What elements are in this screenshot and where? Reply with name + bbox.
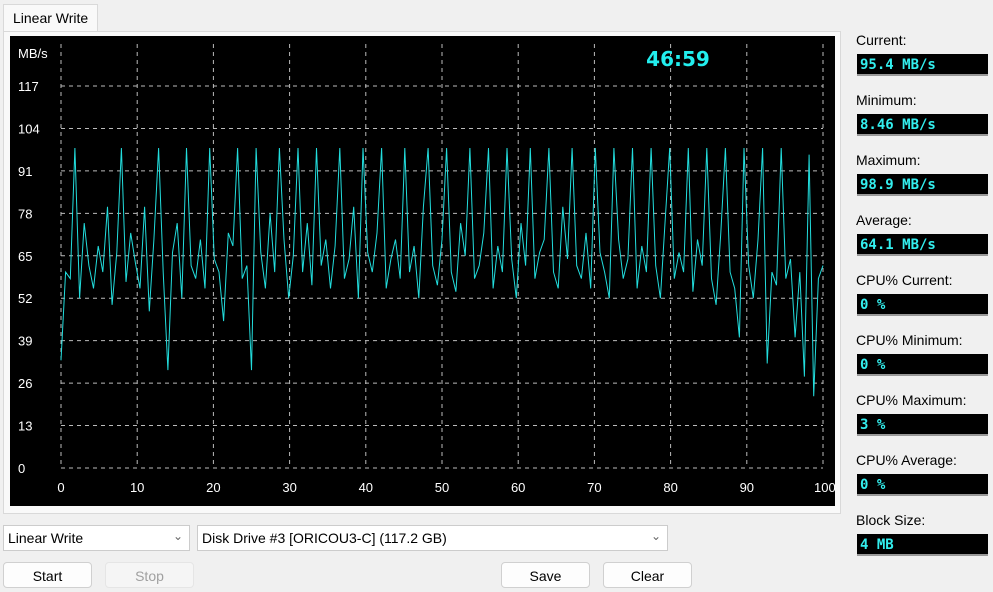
stat-label: Minimum: — [856, 92, 917, 108]
stat-label: Maximum: — [856, 152, 921, 168]
tab-linear-write[interactable]: Linear Write — [3, 4, 98, 32]
stat-value: 64.1 MB/s — [857, 234, 988, 256]
y-tick-label: 104 — [18, 121, 40, 136]
chart-svg: 0 10 20 30 40 50 60 70 80 90 100 % 0 13 26 39 52 65 78 91 1… — [18, 44, 835, 495]
stat-value: 4 MB — [857, 534, 988, 556]
test-mode-select[interactable]: Linear Write ⌄ — [3, 525, 190, 551]
stat-value: 98.9 MB/s — [857, 174, 988, 196]
x-tick-label: 10 — [130, 480, 144, 495]
x-tick-label: 50 — [435, 480, 449, 495]
speed-chart: 0 10 20 30 40 50 60 70 80 90 100 % 0 13 26 39 52 65 78 91 1… — [10, 36, 835, 506]
y-tick-label: 117 — [18, 79, 39, 94]
stat-label: CPU% Maximum: — [856, 392, 967, 408]
stat-label: Average: — [856, 212, 912, 228]
stat-value: 3 % — [857, 414, 988, 436]
y-tick-label: 91 — [18, 164, 32, 179]
stop-button[interactable]: Stop — [105, 562, 194, 588]
stat-value: 0 % — [857, 354, 988, 376]
stat-label: CPU% Average: — [856, 452, 957, 468]
y-tick-label: 52 — [18, 291, 32, 306]
y-tick-label: 39 — [18, 334, 32, 349]
stat-value: 0 % — [857, 474, 988, 496]
y-tick-label: 13 — [18, 419, 32, 434]
x-tick-label: 60 — [511, 480, 525, 495]
stat-label: Block Size: — [856, 512, 926, 528]
x-tick-label: 20 — [206, 480, 220, 495]
start-button[interactable]: Start — [3, 562, 92, 588]
stat-label: CPU% Minimum: — [856, 332, 963, 348]
stat-value: 8.46 MB/s — [857, 114, 988, 136]
clear-button[interactable]: Clear — [603, 562, 692, 588]
stat-label: Current: — [856, 32, 907, 48]
y-axis-label: MB/s — [18, 46, 48, 61]
y-tick-label: 0 — [18, 461, 25, 476]
x-tick-label: 70 — [587, 480, 601, 495]
x-tick-label: 40 — [359, 480, 373, 495]
stat-value: 0 % — [857, 294, 988, 316]
test-mode-value: Linear Write — [8, 530, 84, 546]
x-tick-label: 90 — [740, 480, 754, 495]
x-tick-label: 30 — [282, 480, 296, 495]
stat-value: 95.4 MB/s — [857, 54, 988, 76]
x-tick-label: 100 % — [814, 480, 835, 495]
stat-label: CPU% Current: — [856, 272, 953, 288]
y-tick-label: 65 — [18, 249, 32, 264]
drive-select[interactable]: Disk Drive #3 [ORICOU3-C] (117.2 GB) ⌄ — [197, 525, 668, 551]
x-tick-label: 80 — [663, 480, 677, 495]
y-tick-label: 78 — [18, 206, 32, 221]
speed-series-line — [60, 147, 824, 397]
y-tick-label: 26 — [18, 376, 32, 391]
drive-value: Disk Drive #3 [ORICOU3-C] (117.2 GB) — [202, 530, 447, 546]
save-button[interactable]: Save — [501, 562, 590, 588]
elapsed-timer: 46:59 — [646, 47, 710, 71]
x-tick-label: 0 — [57, 480, 64, 495]
chevron-down-icon: ⌄ — [650, 529, 661, 543]
chevron-down-icon: ⌄ — [172, 529, 183, 543]
